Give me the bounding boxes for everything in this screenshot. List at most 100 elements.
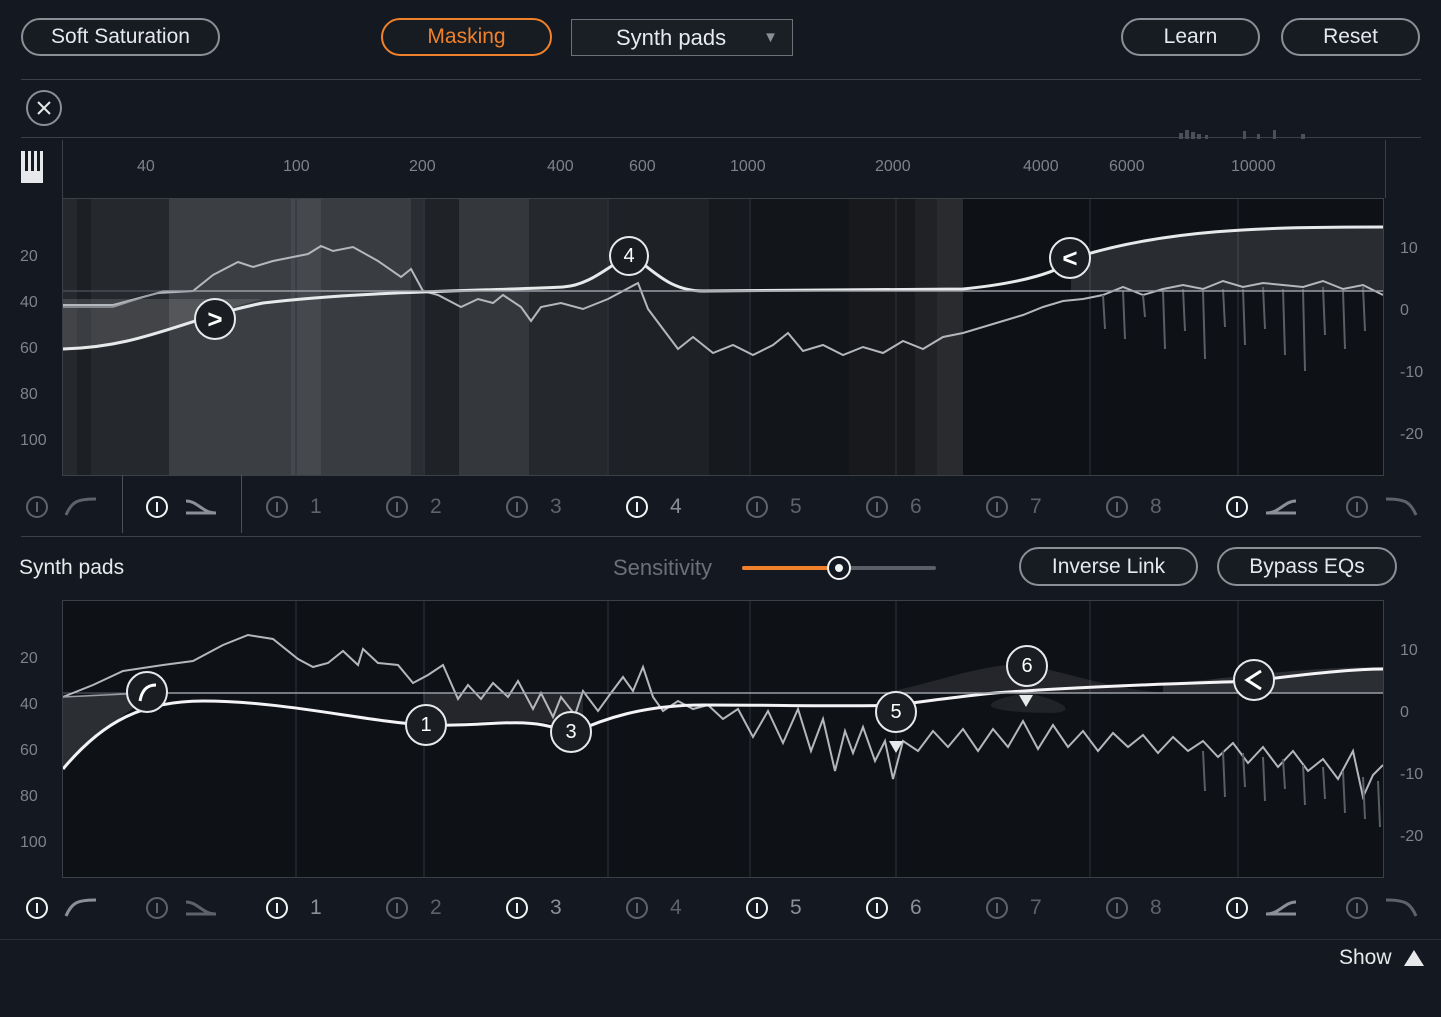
masking-eq-display[interactable]: > 4 < [62,198,1384,476]
reset-button[interactable]: Reset [1281,18,1420,56]
band-6[interactable]: 6 [864,485,984,529]
power-icon[interactable] [266,897,288,919]
power-icon[interactable] [866,496,888,518]
band-7[interactable]: 7 [984,886,1104,930]
band-4[interactable]: 4 [624,886,744,930]
band-number: 6 [910,896,922,919]
show-label: Show [1339,946,1392,969]
band-node-5[interactable]: 5 [875,691,917,733]
band-2[interactable]: 2 [384,886,504,930]
triangle-up-icon [1403,950,1424,966]
db-scale-left: 20 40 60 80 100 [20,248,47,449]
node-label: 6 [1021,654,1033,677]
slider-knob[interactable] [827,556,851,580]
power-icon[interactable] [1346,897,1368,919]
power-icon[interactable] [986,897,1008,919]
band-node-high-shelf[interactable] [1233,659,1275,701]
power-icon[interactable] [986,496,1008,518]
band-5[interactable]: 5 [744,886,864,930]
power-icon[interactable] [746,496,768,518]
track-select[interactable]: Synth pads ▼ [571,19,793,56]
power-icon[interactable] [1346,496,1368,518]
power-icon[interactable] [1226,897,1248,919]
band-low-shelf[interactable] [144,886,264,930]
band-high-shelf[interactable] [1224,886,1344,930]
band-3[interactable]: 3 [504,886,624,930]
power-icon[interactable] [1106,496,1128,518]
band-lowpass[interactable] [1344,886,1441,930]
band-number: 5 [790,896,802,919]
power-icon[interactable] [386,496,408,518]
power-icon[interactable] [746,897,768,919]
show-toggle[interactable]: Show [1339,946,1426,970]
masking-button[interactable]: Masking [381,18,552,56]
power-icon[interactable] [146,496,168,518]
band-number: 1 [310,896,322,919]
power-icon[interactable] [626,496,648,518]
band-4[interactable]: 4 [624,485,744,529]
highpass-icon [138,683,157,702]
power-icon[interactable] [866,897,888,919]
band-lowpass[interactable] [1344,485,1441,529]
band-node-4[interactable]: 4 [609,236,649,276]
bypass-eqs-button[interactable]: Bypass EQs [1217,547,1397,586]
band-6[interactable]: 6 [864,886,984,930]
band-number: 7 [1030,495,1042,518]
power-icon[interactable] [386,897,408,919]
close-icon[interactable] [26,90,62,126]
band-highpass[interactable] [24,886,144,930]
soft-saturation-button[interactable]: Soft Saturation [21,18,220,56]
power-icon[interactable] [1106,897,1128,919]
chevron-down-icon: ▼ [763,29,778,46]
power-icon[interactable] [1226,496,1248,518]
level-meter [1179,130,1305,139]
band-7[interactable]: 7 [984,485,1104,529]
band-8[interactable]: 8 [1104,886,1224,930]
frequency-ruler: 40 100 200 400 600 1000 2000 4000 6000 1… [62,140,1386,198]
bottom-band-row: 1 2 3 4 5 6 7 8 [0,886,1441,930]
band-8[interactable]: 8 [1104,485,1224,529]
band-number: 8 [1150,896,1162,919]
band-node-6[interactable]: 6 [1006,645,1048,687]
band-node-highpass[interactable] [126,671,168,713]
band-number: 8 [1150,495,1162,518]
band-1[interactable]: 1 [264,485,384,529]
band-node-3[interactable]: 3 [550,711,592,753]
power-icon[interactable] [26,496,48,518]
band-1[interactable]: 1 [264,886,384,930]
band-number: 2 [430,495,442,518]
band-5[interactable]: 5 [744,485,864,529]
power-icon[interactable] [506,897,528,919]
freq-tick: 6000 [1109,158,1145,175]
band-number: 7 [1030,896,1042,919]
sensitivity-slider[interactable] [742,556,938,580]
power-icon[interactable] [626,897,648,919]
node-label: 3 [565,720,577,743]
power-icon[interactable] [506,496,528,518]
band-low-shelf[interactable] [144,485,264,529]
sensitivity-label: Sensitivity [613,555,713,580]
band-node-high-shelf[interactable]: < [1049,237,1091,279]
track-eq-display[interactable]: 1 3 5 6 [62,600,1384,878]
freq-tick: 600 [629,158,656,175]
band-node-1[interactable]: 1 [405,704,447,746]
band-3[interactable]: 3 [504,485,624,529]
band-highpass[interactable] [24,485,144,529]
inverse-link-button[interactable]: Inverse Link [1019,547,1198,586]
power-icon[interactable] [266,496,288,518]
learn-button[interactable]: Learn [1121,18,1260,56]
band-node-highpass[interactable]: > [194,298,236,340]
power-icon[interactable] [146,897,168,919]
node-label: 5 [890,700,902,723]
piano-icon[interactable] [20,150,44,184]
band-2[interactable]: 2 [384,485,504,529]
band-high-shelf[interactable] [1224,485,1344,529]
band-number: 2 [430,896,442,919]
freq-tick: 200 [409,158,436,175]
low-shelf-icon [185,900,217,916]
freq-tick: 1000 [730,158,766,175]
band-number: 4 [670,896,682,919]
band-number: 3 [550,495,562,518]
power-icon[interactable] [26,897,48,919]
high-shelf-icon [1265,900,1297,916]
